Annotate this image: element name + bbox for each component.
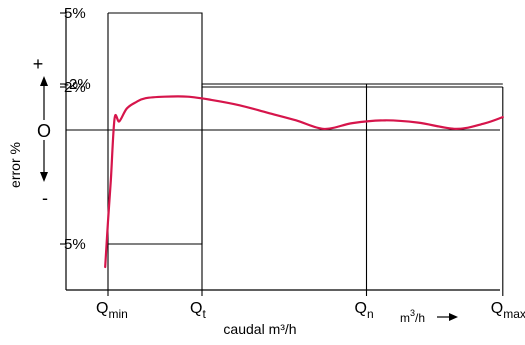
y-tick-label: 2% <box>64 79 86 96</box>
plus-sign: + <box>33 54 44 74</box>
y-tick-label: -2% <box>64 76 91 93</box>
x-tick-group: Qmin Qt Qn Qmax <box>96 290 525 321</box>
up-arrow-head-icon <box>40 76 48 86</box>
x-unit-label: m3/h <box>400 308 425 325</box>
error-curve <box>104 95 504 269</box>
x-tick-label-qn: Qn <box>355 300 374 321</box>
zero-circle: O <box>37 121 51 141</box>
y-tick-label: 5% <box>64 236 86 253</box>
y-axis-label: error % <box>7 142 23 188</box>
down-arrow-head-icon <box>40 172 48 182</box>
x-unit-sup: 3 <box>410 308 415 318</box>
y-tick-group: 5% 2%-2% 5% <box>60 5 91 253</box>
x-unit-rest: /h <box>415 311 425 325</box>
x-tick-label-qmax: Qmax <box>491 300 525 321</box>
x-tick-label-qt: Qt <box>190 300 206 321</box>
lower-limit-line <box>108 83 503 245</box>
x-axis-label: caudal m³/h <box>223 321 296 337</box>
x-tick-label-qmin: Qmin <box>96 300 128 321</box>
minus-sign: - <box>42 188 48 208</box>
y-tick-label: 5% <box>64 5 86 22</box>
upper-limit-line <box>108 12 503 88</box>
limit-envelope <box>107 12 504 290</box>
unit-arrow-head-icon <box>449 313 458 321</box>
x-unit-base: m <box>400 311 410 325</box>
